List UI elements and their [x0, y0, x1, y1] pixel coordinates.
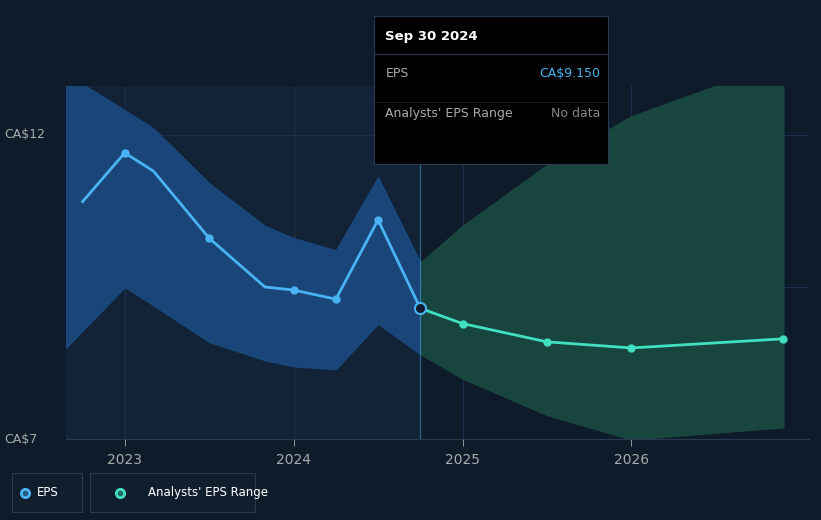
Text: CA$9.150: CA$9.150: [539, 68, 600, 81]
Text: EPS: EPS: [385, 68, 409, 81]
Text: EPS: EPS: [37, 486, 58, 499]
Text: Analysts' EPS Range: Analysts' EPS Range: [148, 486, 268, 499]
Text: Analysts' EPS Range: Analysts' EPS Range: [385, 108, 513, 121]
Text: CA$7: CA$7: [4, 433, 37, 446]
Text: Analysts Forecasts: Analysts Forecasts: [428, 96, 544, 109]
Text: No data: No data: [551, 108, 600, 121]
Text: Sep 30 2024: Sep 30 2024: [385, 30, 478, 44]
Bar: [66, 86, 420, 439]
Text: Actual: Actual: [378, 96, 416, 109]
Text: CA$12: CA$12: [4, 128, 45, 141]
